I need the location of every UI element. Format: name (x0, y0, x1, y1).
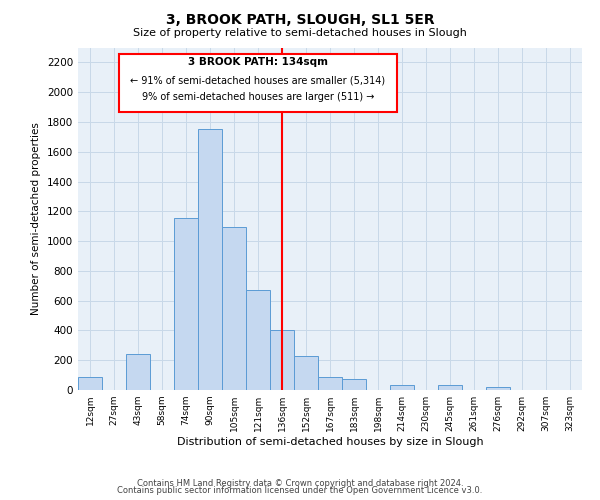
Bar (390, 385, 414, 390)
Text: Contains public sector information licensed under the Open Government Licence v3: Contains public sector information licen… (118, 486, 482, 495)
Text: Contains HM Land Registry data © Crown copyright and database right 2024.: Contains HM Land Registry data © Crown c… (137, 478, 463, 488)
Bar (174, 218, 198, 390)
FancyBboxPatch shape (119, 54, 397, 112)
Text: 3 BROOK PATH: 134sqm: 3 BROOK PATH: 134sqm (188, 58, 328, 68)
Bar (222, 227, 246, 390)
Bar (270, 330, 294, 390)
Bar (246, 290, 270, 390)
Text: 9% of semi-detached houses are larger (511) →: 9% of semi-detached houses are larger (5… (142, 92, 374, 102)
X-axis label: Distribution of semi-detached houses by size in Slough: Distribution of semi-detached houses by … (176, 437, 484, 447)
Bar (78, 376, 102, 390)
Bar (294, 356, 318, 390)
Bar (342, 379, 366, 390)
Text: Size of property relative to semi-detached houses in Slough: Size of property relative to semi-detach… (133, 28, 467, 38)
Bar (486, 387, 510, 390)
Bar (318, 376, 342, 390)
Y-axis label: Number of semi-detached properties: Number of semi-detached properties (31, 122, 41, 315)
Bar (126, 354, 150, 390)
Bar (198, 128, 222, 390)
Bar (438, 385, 462, 390)
Text: ← 91% of semi-detached houses are smaller (5,314): ← 91% of semi-detached houses are smalle… (130, 76, 386, 86)
Text: 3, BROOK PATH, SLOUGH, SL1 5ER: 3, BROOK PATH, SLOUGH, SL1 5ER (166, 12, 434, 26)
